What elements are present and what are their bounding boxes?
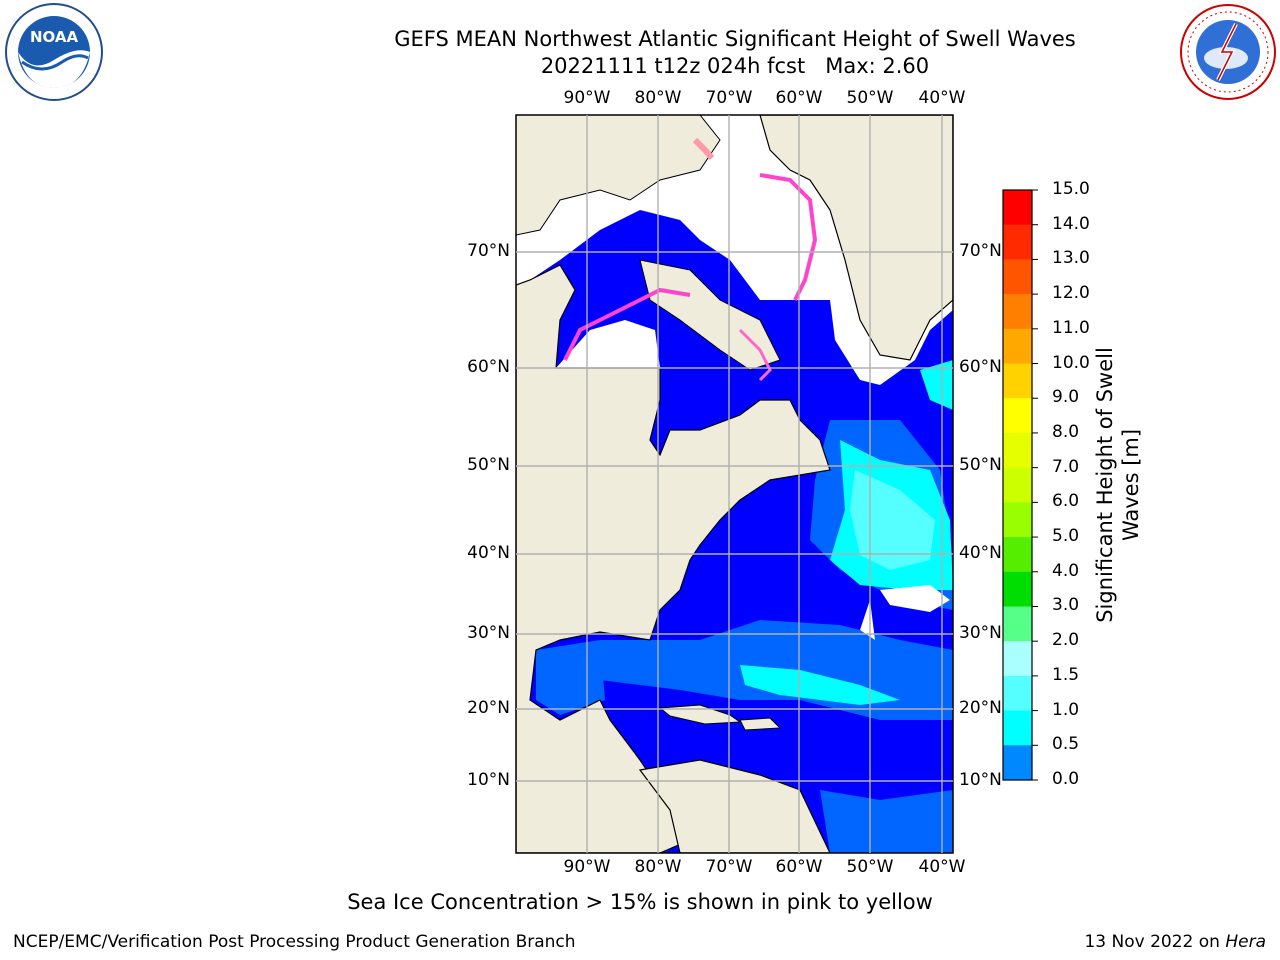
chart-subtitle: 20221111 t12z 024h fcst Max: 2.60 <box>540 54 930 78</box>
map-canvas <box>516 115 953 853</box>
lat-label: 20°N <box>467 698 510 718</box>
swell-1.0-1.5-tropics <box>740 665 900 705</box>
land-south-america <box>638 759 831 853</box>
lat-label: 60°N <box>467 357 510 377</box>
lon-label: 90°W <box>563 857 611 877</box>
lon-label: 60°W <box>775 88 823 108</box>
colorbar-tick-label: 0.5 <box>1052 734 1080 755</box>
lon-label: 80°W <box>634 857 682 877</box>
colorbar-tick-label: 3.0 <box>1052 595 1080 616</box>
colorbar-segment <box>1003 467 1032 503</box>
sea-ice-fringe <box>692 137 715 160</box>
colorbar-segment <box>1003 710 1032 746</box>
colorbar-tick-label: 5.0 <box>1052 526 1080 547</box>
footer-date: 13 Nov 2022 on Hera <box>1084 932 1266 952</box>
footer-date-text: 13 Nov 2022 on <box>1084 932 1226 952</box>
sea-ice-fringe <box>738 328 772 382</box>
colorbar-segment <box>1003 745 1032 781</box>
colorbar-tick-label: 2.0 <box>1052 630 1080 651</box>
lat-label: 70°N <box>959 241 1002 261</box>
footer-credit: NCEP/EMC/Verification Post Processing Pr… <box>13 932 576 952</box>
noaa-logo: NOAA <box>5 3 103 101</box>
land-arctic-islands <box>516 115 721 236</box>
sea-ice-fringe <box>563 287 691 361</box>
swell-0.5-1.0-south <box>820 790 953 853</box>
land-north-america <box>516 264 831 853</box>
lat-label: 70°N <box>467 241 510 261</box>
lon-label: 60°W <box>775 857 823 877</box>
colorbar-segment <box>1003 224 1032 260</box>
lon-label: 70°W <box>705 857 753 877</box>
colorbar-tick-label: 12.0 <box>1052 283 1090 304</box>
colorbar-tick-label: 9.0 <box>1052 387 1080 408</box>
map-frame <box>515 114 954 854</box>
colorbar-title-line1: Significant Height of Swell <box>1093 347 1117 623</box>
colorbar-tick-label: 1.0 <box>1052 699 1080 720</box>
land-cuba <box>658 704 742 725</box>
colorbar-segment <box>1003 606 1032 642</box>
lat-label: 40°N <box>467 543 510 563</box>
graticule <box>516 115 953 853</box>
colorbar-segment <box>1003 432 1032 469</box>
noaa-logo-text: NOAA <box>30 28 79 46</box>
colorbar-segment <box>1003 328 1032 365</box>
lat-label: 50°N <box>959 455 1002 475</box>
swell-0.5-1.0-gulf <box>536 640 605 715</box>
lat-label: 40°N <box>959 543 1002 563</box>
lat-label: 10°N <box>467 770 510 790</box>
sea-ice-fringe <box>759 173 818 301</box>
colorbar-tick-label: 4.0 <box>1052 560 1080 581</box>
colorbar-segment <box>1003 571 1032 607</box>
sea-ice-caption: Sea Ice Concentration > 15% is shown in … <box>347 890 933 914</box>
colorbar-tick-label: 7.0 <box>1052 456 1080 477</box>
lon-label: 50°W <box>846 857 894 877</box>
lon-label: 40°W <box>918 88 966 108</box>
lat-label: 10°N <box>959 770 1002 790</box>
lat-label: 20°N <box>959 698 1002 718</box>
lat-label: 30°N <box>467 623 510 643</box>
colorbar-segment <box>1003 190 1032 226</box>
colorbar-tick-label: 1.5 <box>1052 664 1080 685</box>
lon-label: 80°W <box>634 88 682 108</box>
colorbar-tick-label: 14.0 <box>1052 213 1090 234</box>
land-greenland <box>759 115 953 361</box>
colorbar-tick-label: 13.0 <box>1052 248 1090 269</box>
colorbar-segment <box>1003 502 1032 538</box>
colorbar-segment <box>1003 675 1032 712</box>
lon-label: 40°W <box>918 857 966 877</box>
colorbar-title-line2: Waves [m] <box>1119 428 1143 542</box>
lon-label: 50°W <box>846 88 894 108</box>
lon-label: 70°W <box>705 88 753 108</box>
swell-1.0-1.5-labrador <box>920 360 953 410</box>
swell-1.5-2.0-core <box>850 470 935 570</box>
lat-label: 30°N <box>959 623 1002 643</box>
footer-host: Hera <box>1225 932 1266 952</box>
no-data-patch <box>880 585 950 612</box>
no-data-patch <box>860 600 875 640</box>
lat-label: 50°N <box>467 455 510 475</box>
hudson-bay <box>556 320 660 368</box>
colorbar-tick-label: 11.0 <box>1052 317 1090 338</box>
colorbar-tick-label: 0.0 <box>1052 769 1080 789</box>
land-hispaniola <box>739 717 782 731</box>
colorbar-frame <box>1002 189 1033 781</box>
colorbar <box>1002 189 1038 781</box>
colorbar-tick-label: 15.0 <box>1052 179 1090 199</box>
nws-logo <box>1180 4 1276 100</box>
colorbar-segment <box>1003 641 1032 677</box>
colorbar-tick-label: 10.0 <box>1052 352 1090 373</box>
colorbar-segment <box>1003 537 1032 573</box>
colorbar-title: Significant Height of Swell Waves [m] <box>1092 347 1144 623</box>
colorbar-segment <box>1003 363 1032 399</box>
colorbar-tick-label: 8.0 <box>1052 421 1080 442</box>
chart-title: GEFS MEAN Northwest Atlantic Significant… <box>394 27 1076 51</box>
land-baffin-island <box>639 259 781 371</box>
lon-label: 90°W <box>563 88 611 108</box>
colorbar-segment <box>1003 294 1032 330</box>
colorbar-segment <box>1003 398 1032 434</box>
lat-label: 60°N <box>959 357 1002 377</box>
colorbar-segment <box>1003 259 1032 295</box>
colorbar-tick-label: 6.0 <box>1052 491 1080 512</box>
